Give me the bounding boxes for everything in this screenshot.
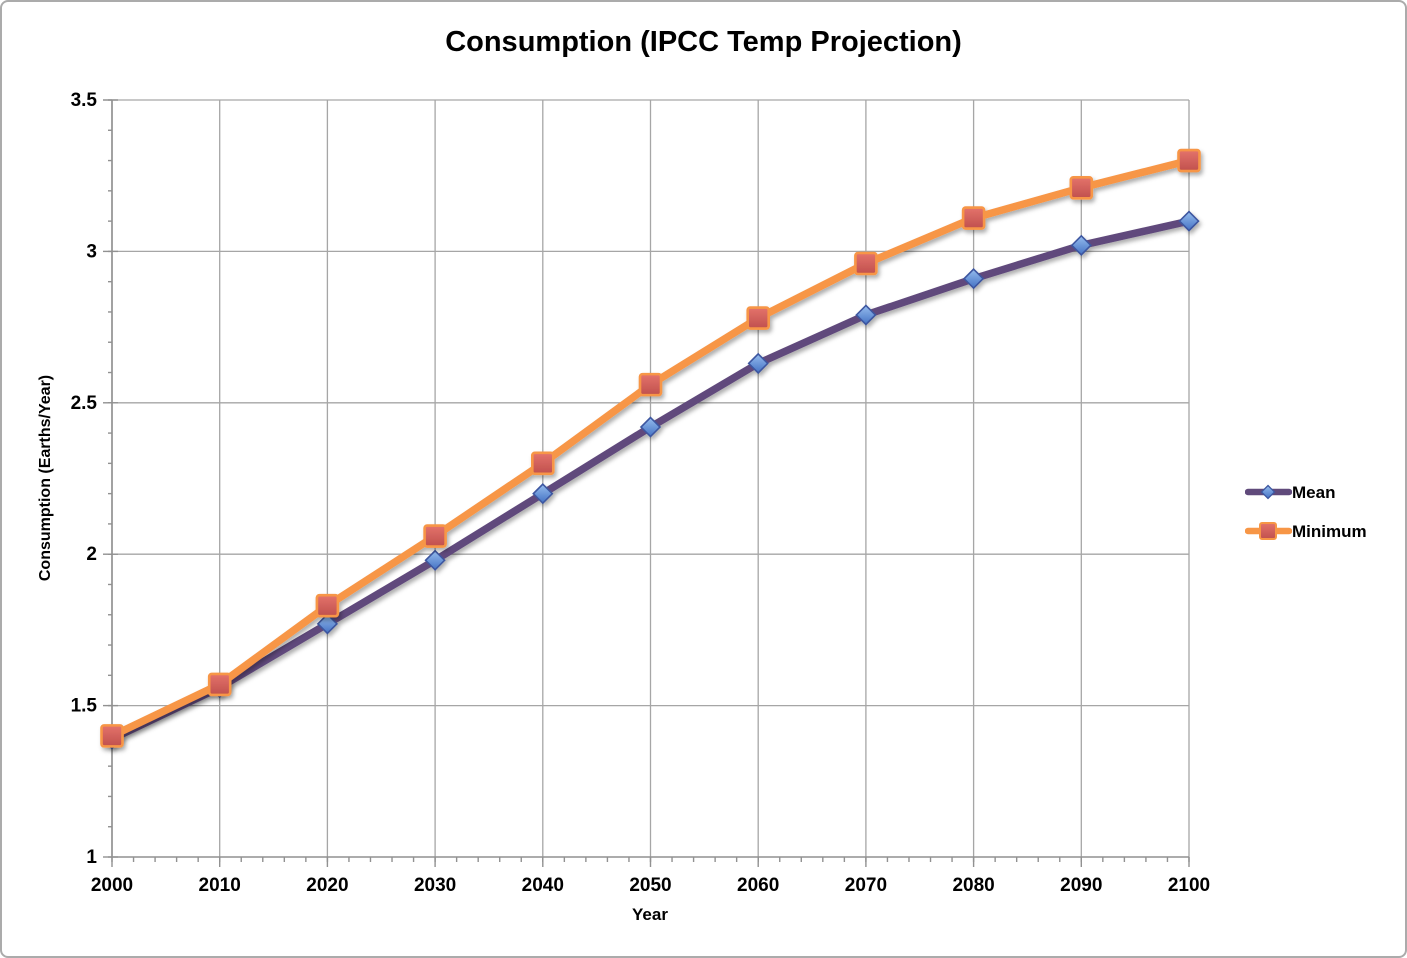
y-tick-label: 1.5 <box>71 696 98 717</box>
legend: Mean Minimum <box>1245 481 1367 542</box>
minimum-marker <box>530 451 555 476</box>
x-tick-label: 2080 <box>952 875 994 896</box>
mean-legend-marker <box>1260 484 1276 500</box>
y-tick-label: 1 <box>86 847 97 868</box>
x-tick-label: 2090 <box>1060 875 1102 896</box>
x-tick-label: 2070 <box>845 875 887 896</box>
minimum-marker <box>961 206 986 230</box>
x-tick-label: 2020 <box>306 875 348 896</box>
minimum-legend-marker <box>1259 522 1277 540</box>
x-tick-label: 2030 <box>414 875 456 896</box>
minimum-marker <box>746 306 771 330</box>
y-tick-label: 2 <box>86 544 97 565</box>
legend-label-minimum: Minimum <box>1292 521 1367 541</box>
x-tick-label: 2000 <box>91 875 133 896</box>
minimum-marker <box>1069 176 1094 200</box>
x-tick-label: 2100 <box>1168 875 1210 896</box>
mean-marker <box>316 613 339 635</box>
minimum-marker <box>854 251 878 276</box>
legend-label-mean: Mean <box>1292 482 1336 502</box>
minimum-marker <box>100 724 124 748</box>
y-tick-label: 3.5 <box>71 90 98 111</box>
x-tick-label: 2010 <box>199 875 241 896</box>
mean-marker <box>855 304 877 326</box>
y-axis-title: Consumption (Earths/Year) <box>37 374 54 582</box>
legend-item-mean: Mean <box>1245 481 1367 503</box>
mean-marker <box>747 352 769 375</box>
x-tick-label: 2050 <box>629 875 671 896</box>
mean-marker <box>962 268 985 290</box>
tick-labels: 1 1.5 2 2.5 3 3.5 2000 2010 2020 2030 2040 2050 2060… <box>71 90 1211 896</box>
minimum-marker <box>1177 148 1201 173</box>
minimum-marker <box>638 372 663 397</box>
mean-legend-swatch <box>1245 484 1292 500</box>
gridlines <box>111 99 1190 857</box>
y-tick-label: 3 <box>86 241 97 262</box>
mean-marker <box>1070 234 1092 256</box>
mean-marker <box>1178 210 1200 232</box>
minimum-legend-swatch <box>1245 522 1292 540</box>
legend-item-minimum: Minimum <box>1245 520 1367 542</box>
mean-marker <box>639 416 662 438</box>
mean-marker <box>532 483 554 505</box>
minimum-marker <box>207 672 232 697</box>
minimum-marker <box>423 524 447 548</box>
y-tick-label: 2.5 <box>71 393 98 414</box>
x-tick-label: 2060 <box>737 875 779 896</box>
minimum-series <box>100 148 1201 748</box>
x-axis-title: Year <box>632 905 668 924</box>
chart-title: Consumption (IPCC Temp Projection) <box>445 26 962 58</box>
tick-marks <box>103 99 1190 867</box>
x-tick-label: 2040 <box>522 875 564 896</box>
mean-marker <box>424 549 446 571</box>
minimum-marker <box>315 593 340 618</box>
